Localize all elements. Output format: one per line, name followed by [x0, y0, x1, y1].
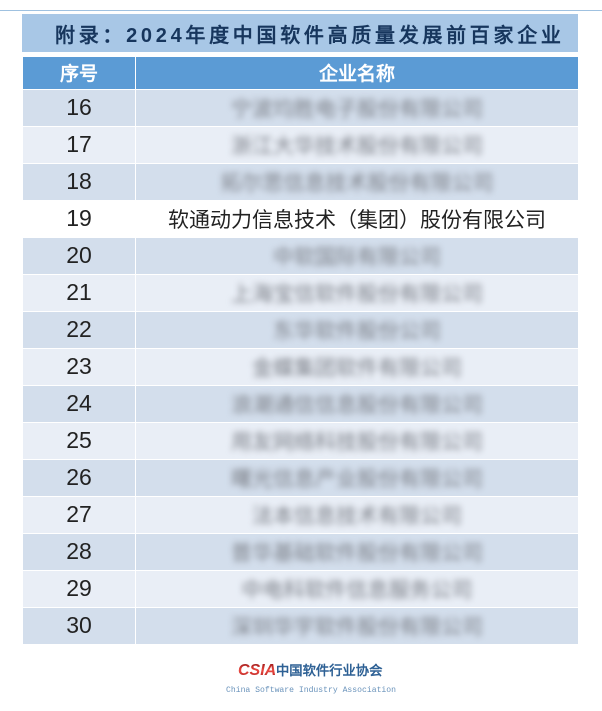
svg-text:中国软件行业协会: 中国软件行业协会: [276, 662, 383, 678]
svg-text:CSIA: CSIA: [238, 662, 276, 679]
